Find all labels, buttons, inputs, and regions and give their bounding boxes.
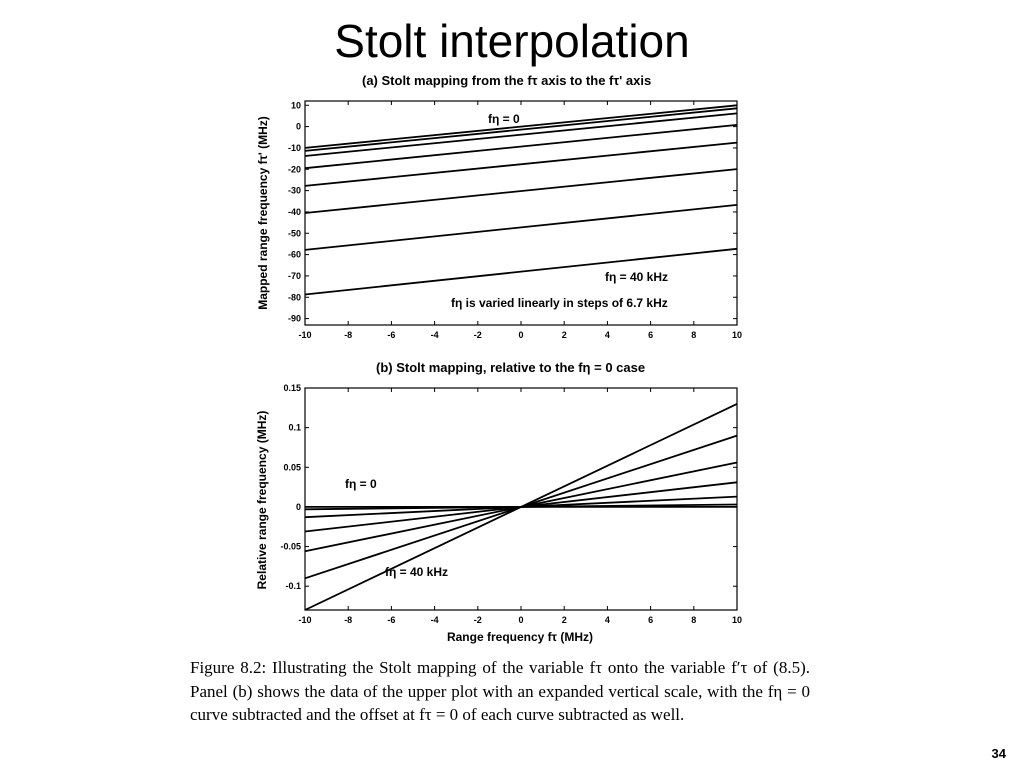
figure-caption: Figure 8.2: Illustrating the Stolt mappi… [190, 658, 810, 724]
chart-a-xticks: -10 -8 -6 -4 -2 0 2 4 6 8 10 [298, 101, 742, 340]
chart-a-annotation-steps: fη is varied linearly in steps of 6.7 kH… [451, 296, 668, 310]
chart-a-series-line-4 [304, 141, 738, 187]
chart-a-ytick-label-9: -80 [288, 292, 301, 302]
chart-b-xtick-label-7: 4 [605, 615, 610, 625]
chart-a-xtick-label-0: -10 [298, 330, 311, 340]
chart-b-xtick-label-0: -10 [298, 615, 311, 625]
chart-a-ytick-label-3: -20 [288, 164, 301, 174]
chart-a-series-line-0 [304, 104, 738, 149]
chart-a-ytick-label-10: -90 [288, 314, 301, 324]
chart-a-xtick-label-2: -6 [387, 330, 395, 340]
chart-b-xtick-label-1: -8 [344, 615, 352, 625]
chart-a-series-line-3 [304, 124, 738, 170]
chart-a-lines [304, 104, 738, 296]
chart-a-ytick-label-1: 0 [296, 122, 301, 132]
chart-a-xtick-label-9: 8 [691, 330, 696, 340]
chart-b-xtick-label-4: -2 [474, 615, 482, 625]
chart-b-xtick-label-3: -4 [431, 615, 439, 625]
chart-b-ytick-label-0: 0.15 [283, 383, 301, 393]
chart-a-series-line-2 [304, 112, 738, 157]
chart-a-xtick-label-5: 0 [518, 330, 523, 340]
chart-b-xlabel: Range frequency fτ (MHz) [447, 630, 593, 644]
chart-b-series-line-6 [304, 403, 738, 611]
chart-b-annotation-feta0: fη = 0 [345, 477, 377, 491]
chart-b-xtick-label-8: 6 [648, 615, 653, 625]
chart-b-xticks: -10 -8 -6 -4 -2 0 2 4 6 8 10 [298, 388, 742, 625]
chart-b-annotation-feta40: fη = 40 kHz [385, 565, 448, 579]
chart-a-xtick-label-6: 2 [562, 330, 567, 340]
chart-a-series-line-1 [304, 107, 738, 152]
chart-a-ytick-label-4: -30 [288, 186, 301, 196]
chart-a-ytick-label-0: 10 [291, 100, 301, 110]
chart-b-xtick-label-6: 2 [562, 615, 567, 625]
chart-b-ytick-label-1: 0.1 [288, 423, 301, 433]
chart-b-yticks: 0.15 0.1 0.05 0 -0.05 -0.1 [280, 383, 737, 591]
chart-a-ylabel: Mapped range frequency fτ' (MHz) [256, 116, 270, 310]
chart-a-ytick-label-8: -70 [288, 271, 301, 281]
chart-a-annotation-feta0: fη = 0 [488, 112, 520, 126]
chart-a-annotation-feta40: fη = 40 kHz [605, 270, 668, 284]
chart-b-lines [304, 403, 738, 611]
chart-b-ylabel: Relative range frequency (MHz) [255, 411, 269, 590]
chart-b-xtick-label-2: -6 [387, 615, 395, 625]
chart-a-ytick-label-7: -60 [288, 250, 301, 260]
chart-a-xtick-label-8: 6 [648, 330, 653, 340]
chart-a-xtick-label-4: -2 [474, 330, 482, 340]
chart-a-xtick-label-3: -4 [431, 330, 439, 340]
chart-b-ytick-label-2: 0.05 [283, 462, 301, 472]
chart-a-xtick-label-1: -8 [344, 330, 352, 340]
chart-a-xtick-label-7: 4 [605, 330, 610, 340]
chart-b-ytick-label-4: -0.05 [280, 542, 301, 552]
chart-a-ytick-label-6: -50 [288, 228, 301, 238]
chart-a-title: (a) Stolt mapping from the fτ axis to th… [362, 73, 651, 88]
chart-a-ytick-label-2: -10 [288, 143, 301, 153]
chart-b-xtick-label-5: 0 [518, 615, 523, 625]
chart-a-series-line-5 [304, 168, 738, 214]
chart-b-ytick-label-3: 0 [296, 502, 301, 512]
chart-a-yticks: 10 0 -10 -20 -30 -40 -50 -60 -70 -80 -90 [288, 100, 737, 324]
chart-a-xtick-label-10: 10 [732, 330, 742, 340]
chart-a-ytick-label-5: -40 [288, 207, 301, 217]
chart-b-xtick-label-10: 10 [732, 615, 742, 625]
chart-b-title: (b) Stolt mapping, relative to the fη = … [376, 360, 645, 375]
chart-a-series-line-7 [304, 247, 738, 296]
chart-a-series-line-6 [304, 204, 738, 251]
chart-b-ytick-label-5: -0.1 [285, 581, 301, 591]
slide-title: Stolt interpolation [334, 15, 690, 67]
chart-b-xtick-label-9: 8 [691, 615, 696, 625]
page-number: 34 [991, 746, 1006, 761]
